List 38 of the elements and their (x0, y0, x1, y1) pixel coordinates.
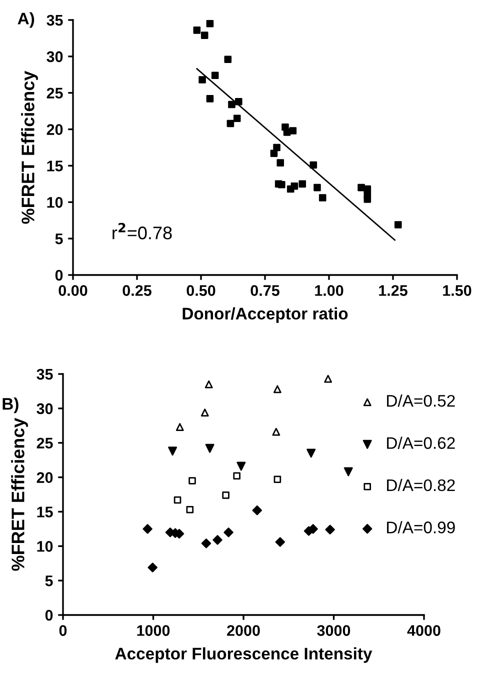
x-tick-label: 2000 (227, 625, 260, 636)
legend-label: D/A=0.99 (387, 521, 455, 534)
y-tick-label: 15 (37, 506, 53, 518)
y-tick-label: 0 (55, 270, 63, 281)
x-axis-title: Donor/Acceptor ratio (182, 307, 348, 323)
y-tick-label: 30 (46, 51, 63, 62)
annotation: r$^{2}$=0.78 (112, 222, 172, 240)
chart-title: A) (18, 12, 34, 28)
y-tick-label: 5 (45, 576, 53, 586)
x-tick-label: 3000 (317, 625, 350, 636)
y-tick-label: 5 (55, 234, 63, 244)
x-tick-label: 4000 (407, 625, 440, 636)
y-tick-label: 25 (36, 438, 53, 449)
x-tick-label: 0.50 (186, 285, 216, 296)
x-tick-label: 1000 (137, 625, 170, 636)
y-tick-label: 10 (47, 197, 63, 208)
x-tick-label: 0.75 (250, 285, 280, 296)
x-tick-label: 1.25 (379, 285, 408, 296)
y-tick-label: 0 (45, 610, 53, 621)
y-tick-label: 25 (46, 88, 63, 99)
x-tick-label: 1.00 (315, 285, 344, 296)
x-tick-label: 0.25 (122, 285, 152, 296)
legend-label: D/A=0.62 (387, 436, 455, 449)
legend-label: D/A=0.82 (387, 478, 455, 492)
y-tick-label: 35 (36, 368, 53, 380)
y-tick-label: 30 (36, 403, 53, 414)
y-tick-label: 15 (47, 160, 63, 172)
y-axis-title: %FRET Efficiency (11, 418, 28, 571)
x-tick-label: 1.50 (443, 285, 472, 296)
y-tick-label: 20 (36, 472, 53, 483)
x-axis-title: Acceptor Fluorescence Intensity (115, 647, 372, 663)
y-axis-title: %FRET Efficiency (21, 70, 38, 224)
y-tick-label: 20 (46, 124, 63, 135)
y-tick-label: 10 (37, 541, 53, 552)
y-tick-label: 35 (46, 14, 63, 26)
text: B) (2, 398, 18, 414)
x-tick-label: 0.00 (58, 285, 88, 296)
legend-label: D/A=0.52 (387, 394, 455, 407)
